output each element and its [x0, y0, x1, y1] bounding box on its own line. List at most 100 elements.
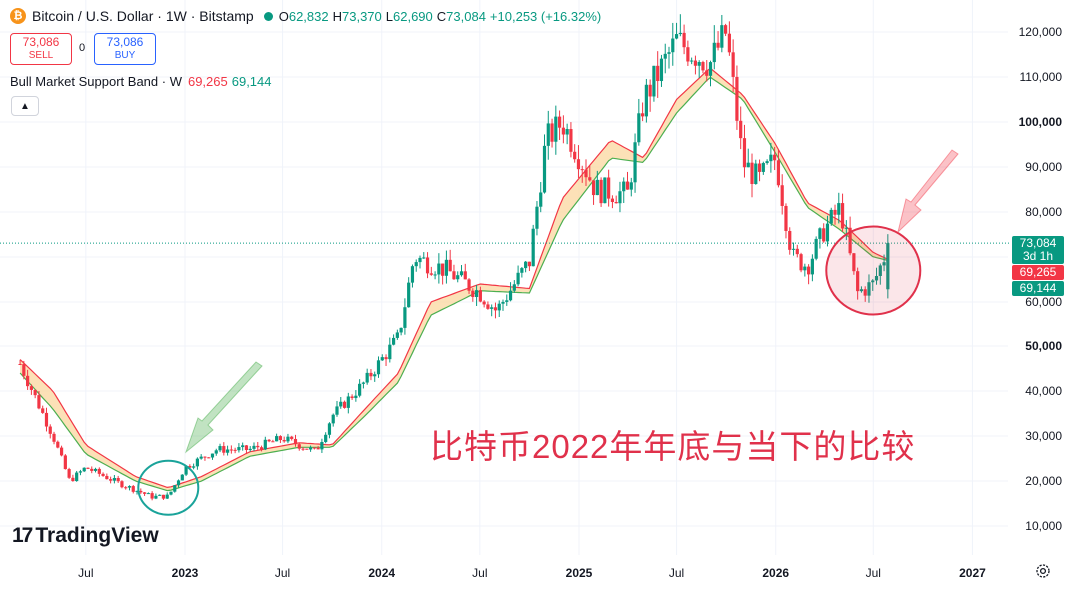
- candle-body: [788, 230, 792, 250]
- candle-body: [791, 248, 796, 250]
- candle-body: [708, 62, 713, 76]
- candle-body: [425, 257, 430, 274]
- candle-body: [742, 138, 747, 168]
- candle-body: [158, 494, 162, 496]
- candle-body: [233, 449, 237, 451]
- candle-body: [731, 52, 735, 77]
- candle-body: [614, 201, 618, 204]
- support-band-upper-line: [19, 67, 889, 489]
- candle-body: [716, 42, 720, 48]
- candle-body: [467, 279, 471, 291]
- indicator-value-lower: 69,144: [231, 74, 272, 89]
- candle-body: [101, 473, 105, 476]
- candle-body: [848, 227, 852, 254]
- highlight-circle-2022: [137, 459, 200, 516]
- x-tick-label: 2025: [566, 566, 593, 580]
- candle-body: [682, 32, 686, 48]
- candle-body: [674, 34, 679, 39]
- candle-body: [874, 275, 879, 281]
- x-tick-label: 2023: [172, 566, 199, 580]
- bitcoin-icon: ₿: [10, 8, 26, 24]
- candle-body: [871, 280, 875, 283]
- candle-body: [671, 38, 675, 53]
- candle-body: [497, 303, 501, 311]
- settings-gear-icon[interactable]: [1035, 563, 1051, 579]
- candle-body: [799, 254, 803, 271]
- candle-body: [697, 62, 701, 66]
- ohlc-open: O62,832: [278, 8, 329, 24]
- candle-body: [78, 471, 83, 473]
- candle-body: [184, 465, 188, 475]
- indicator-legend[interactable]: Bull Market Support Band · W 69,265 69,144: [10, 74, 272, 89]
- candle-body: [195, 458, 199, 467]
- candle-body: [222, 446, 226, 453]
- buy-label: BUY: [114, 50, 136, 61]
- candle-body: [795, 248, 799, 255]
- y-tick-label: 90,000: [1025, 160, 1062, 174]
- y-tick-label: 10,000: [1025, 519, 1062, 533]
- candle-body: [769, 154, 773, 162]
- candle-body: [780, 185, 784, 206]
- buy-button[interactable]: 73,086 BUY: [94, 33, 156, 65]
- candle-body: [844, 227, 848, 229]
- symbol-title[interactable]: Bitcoin / U.S. Dollar · 1W · Bitstamp: [32, 8, 254, 24]
- candle-body: [878, 265, 882, 276]
- candle-body: [59, 447, 64, 456]
- candle-body: [863, 289, 867, 296]
- candle-body: [505, 300, 509, 302]
- candle-body: [56, 441, 60, 448]
- candle-body: [867, 282, 871, 296]
- collapse-legend-button[interactable]: ▲: [11, 96, 39, 116]
- candle-body: [501, 301, 505, 304]
- candle-body: [531, 228, 535, 267]
- x-axis: Jul 2023 Jul 2024 Jul 2025 Jul 2026 Jul 2027: [78, 566, 986, 580]
- candle-body: [82, 467, 86, 472]
- candle-body: [97, 468, 101, 474]
- candle-body: [52, 433, 56, 442]
- candle-body: [641, 113, 645, 117]
- candle-body: [527, 261, 532, 267]
- candle-body: [542, 145, 547, 193]
- market-status-dot: [263, 11, 273, 21]
- candle-body: [705, 70, 709, 76]
- candle-body: [290, 436, 294, 439]
- candle-body: [701, 62, 705, 71]
- buy-price: 73,086: [106, 35, 144, 49]
- candle-body: [471, 290, 475, 298]
- candle-body: [814, 238, 818, 259]
- arrow-red: [897, 149, 959, 234]
- candle-body: [414, 262, 418, 267]
- x-tick-label: 2026: [762, 566, 789, 580]
- candle-body: [493, 307, 498, 311]
- candle-body: [773, 154, 777, 161]
- candle-body: [75, 472, 79, 482]
- candle-body: [105, 475, 109, 480]
- candle-body: [361, 382, 366, 384]
- candle-body: [301, 448, 305, 450]
- candle-body: [324, 434, 328, 443]
- support-band-lower-line: [19, 76, 888, 492]
- candle-body: [271, 441, 275, 443]
- tradingview-logo[interactable]: 17 TradingView: [12, 524, 159, 548]
- candle-body: [316, 447, 320, 450]
- candle-body: [761, 163, 765, 172]
- candle-body: [112, 478, 116, 481]
- candle-body: [429, 273, 433, 275]
- candle-body: [207, 457, 211, 459]
- candle-body: [554, 116, 558, 142]
- candle-body: [331, 414, 335, 424]
- candle-body: [486, 304, 490, 309]
- sell-button[interactable]: 73,086 SELL: [10, 33, 72, 65]
- y-tick-label: 120,000: [1019, 25, 1063, 39]
- candle-body: [305, 448, 309, 450]
- candle-body: [391, 337, 396, 345]
- candle-body: [886, 243, 890, 290]
- candle-body: [165, 494, 169, 499]
- candle-body: [448, 259, 452, 272]
- candle-body: [637, 113, 641, 143]
- candle-countdown: 3d 1h: [1022, 249, 1054, 263]
- candle-body: [825, 223, 830, 242]
- candle-body: [754, 163, 758, 184]
- candle-body: [757, 163, 762, 172]
